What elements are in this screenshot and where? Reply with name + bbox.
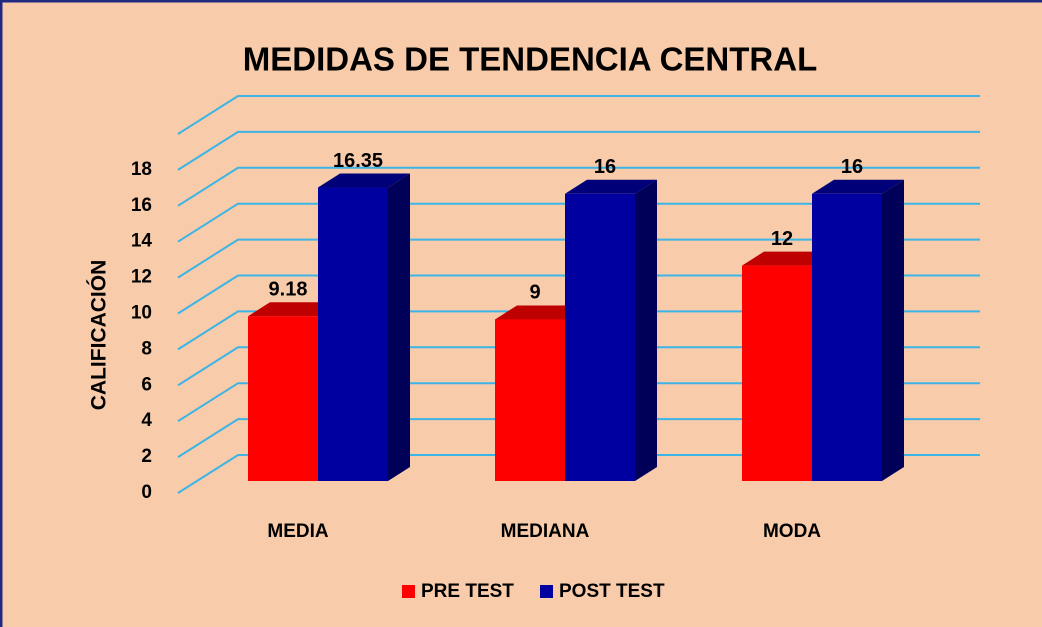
x-tick-label: MODA: [763, 521, 821, 542]
grid-line: [177, 130, 980, 171]
grid-line: [177, 238, 980, 279]
bar-side: [882, 179, 904, 482]
bar: [318, 187, 388, 481]
grid-line: [177, 418, 980, 458]
bar: [742, 265, 812, 481]
bar: [812, 193, 882, 482]
legend-swatch: [540, 585, 553, 598]
bar-top: [742, 251, 834, 266]
y-tick-label: 18: [131, 159, 152, 180]
y-tick-label: 14: [131, 231, 153, 252]
x-tick-label: MEDIANA: [501, 521, 590, 542]
bar: [495, 319, 565, 481]
wall-edge: [177, 95, 980, 135]
legend-label: PRE TEST: [421, 581, 514, 602]
bar-top: [248, 302, 340, 317]
grid-line: [177, 382, 980, 423]
bar-top: [565, 179, 657, 194]
y-tick-label: 16: [131, 195, 152, 216]
x-tick-label: MEDIA: [267, 521, 329, 542]
grid-line: [177, 274, 980, 315]
y-tick-label: 6: [141, 374, 152, 395]
bar: [565, 193, 635, 482]
data-label: 16: [594, 156, 616, 178]
data-label: 9: [529, 282, 540, 304]
y-tick-label: 2: [141, 446, 152, 467]
data-label: 9.18: [269, 279, 308, 301]
bar-top: [318, 173, 410, 188]
y-tick-label: 12: [131, 267, 152, 288]
grid-line: [177, 166, 980, 207]
grid-line: [177, 346, 980, 387]
y-tick-label: 8: [141, 338, 152, 359]
bar-top: [495, 305, 587, 320]
data-label: 12: [771, 228, 793, 250]
y-tick-label: 4: [141, 410, 152, 431]
data-label: 16.35: [333, 150, 383, 172]
grid-line: [177, 310, 980, 351]
bar-side: [388, 173, 410, 481]
y-axis-label: CALIFICACIÓN: [87, 260, 111, 411]
legend-label: POST TEST: [559, 581, 665, 602]
grid-line: [177, 454, 980, 494]
data-label: 16: [841, 156, 863, 178]
y-tick-label: 10: [131, 303, 152, 324]
legend-swatch: [402, 585, 415, 598]
chart-title: MEDIDAS DE TENDENCIA CENTRAL: [243, 41, 817, 78]
bar-top: [812, 179, 904, 194]
bar: [248, 316, 318, 481]
grid-line: [177, 202, 980, 243]
bar-side: [635, 179, 657, 482]
y-tick-label: 0: [141, 482, 152, 503]
